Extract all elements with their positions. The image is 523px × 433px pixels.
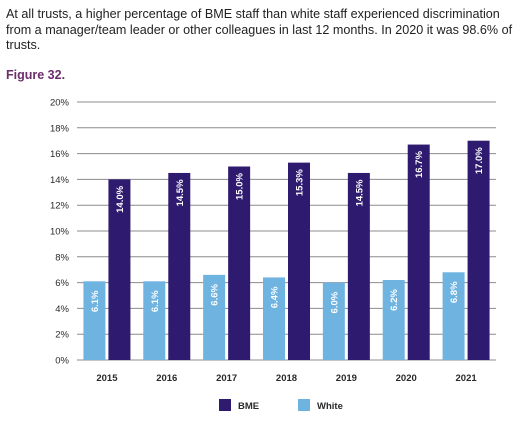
x-tick-label: 2021 [456, 373, 478, 384]
figure-title: Figure 32. [6, 68, 66, 82]
x-tick-label: 2017 [216, 373, 237, 384]
intro-text: At all trusts, a higher percentage of BM… [6, 7, 513, 52]
bar-bme-2021 [467, 140, 490, 360]
x-tick-label: 2019 [336, 373, 357, 384]
y-tick-label: 0% [55, 356, 69, 367]
x-tick-label: 2020 [396, 373, 417, 384]
legend-label-white: White [317, 401, 343, 412]
y-tick-label: 20% [50, 98, 70, 109]
bar-white-2021 [442, 272, 465, 360]
y-tick-label: 12% [50, 201, 70, 212]
data-label-white-2015: 6.1% [90, 290, 101, 312]
data-label-bme-2019: 14.5% [354, 179, 365, 206]
data-label-bme-2021: 17.0% [474, 147, 485, 174]
y-tick-label: 18% [50, 123, 70, 134]
data-label-white-2017: 6.6% [210, 283, 221, 305]
bar-white-2017 [203, 274, 226, 360]
data-label-white-2019: 6.0% [329, 291, 340, 313]
bar-bme-2018 [288, 162, 310, 360]
legend-label-bme: BME [238, 401, 259, 412]
data-label-white-2021: 6.8% [449, 281, 460, 303]
bar-bme-2015 [108, 179, 131, 360]
bar-bme-2019 [347, 172, 370, 360]
bar-white-2016 [143, 281, 166, 360]
data-label-white-2020: 6.2% [389, 289, 400, 311]
x-tick-label: 2016 [156, 373, 177, 384]
y-tick-label: 14% [50, 175, 70, 186]
bar-bme-2016 [168, 172, 191, 360]
bar-white-2020 [382, 280, 405, 360]
data-label-bme-2015: 14.0% [115, 185, 126, 212]
y-tick-label: 10% [50, 227, 70, 238]
legend-swatch-bme [219, 399, 231, 411]
data-label-bme-2020: 16.7% [414, 151, 425, 178]
x-tick-label: 2015 [96, 373, 118, 384]
y-tick-label: 2% [55, 330, 69, 341]
y-tick-label: 6% [55, 278, 69, 289]
bar-white-2015 [83, 281, 106, 360]
bar-bme-2020 [407, 144, 430, 360]
bar-white-2019 [322, 282, 345, 360]
data-label-bme-2018: 15.3% [295, 169, 306, 196]
data-label-bme-2016: 14.5% [175, 179, 186, 206]
legend-swatch-white [298, 399, 310, 411]
data-label-white-2016: 6.1% [150, 290, 161, 312]
y-tick-label: 8% [55, 252, 69, 263]
data-label-bme-2017: 15.0% [235, 172, 246, 199]
y-tick-label: 16% [50, 149, 70, 160]
y-tick-label: 4% [55, 304, 69, 315]
bar-white-2018 [263, 277, 285, 360]
x-tick-label: 2018 [276, 373, 297, 384]
data-label-white-2018: 6.4% [270, 286, 281, 308]
bar-bme-2017 [228, 166, 251, 360]
